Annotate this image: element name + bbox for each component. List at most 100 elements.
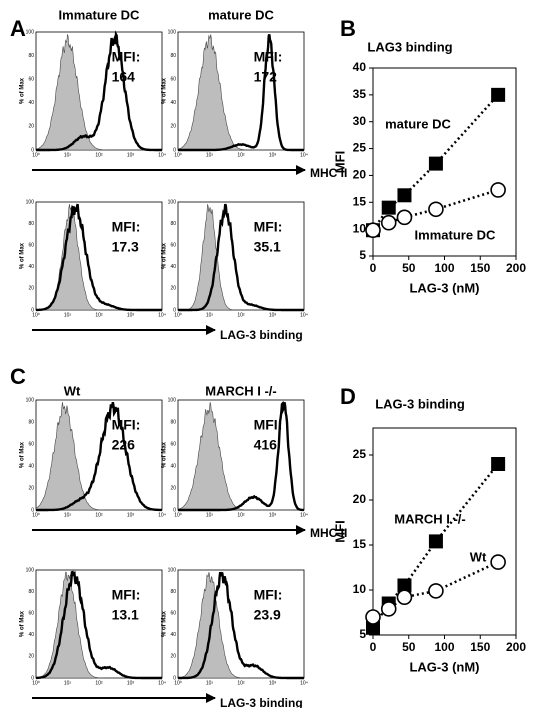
panel-letter: B [340,16,356,41]
histogram-x-tick: 10⁴ [158,512,166,518]
y-tick-label: 10 [353,221,367,235]
histogram-x-tick: 10³ [127,312,135,318]
histogram-y-tick: 20 [170,286,176,292]
marker [428,201,444,218]
histogram-x-tick: 10⁰ [32,680,40,686]
axis-arrow-label: LAG-3 binding [220,696,303,708]
histogram-x-tick: 10¹ [64,512,72,518]
histogram-y-label: % of Max [162,242,168,269]
histogram-y-label: % of Max [20,242,26,269]
histogram-y-tick: 40 [28,463,34,469]
histogram-y-tick: 0 [173,307,176,313]
axis-arrow-label: MHC II [310,526,347,540]
histogram-x-tick: 10² [237,512,245,518]
mfi-value: 172 [254,69,278,85]
histogram-y-tick: 0 [31,507,34,513]
y-tick-label: 35 [353,87,367,101]
histogram-y-tick: 40 [170,264,176,270]
chart-title: LAG3 binding [367,39,452,54]
histogram-x-tick: 10⁰ [174,512,182,518]
histogram-x-tick: 10⁰ [32,312,40,318]
x-axis-label: LAG-3 (nM) [409,280,479,295]
histogram-x-tick: 10¹ [206,680,214,686]
histogram-x-tick: 10⁰ [174,312,182,318]
histogram-y-tick: 80 [170,53,176,59]
histogram-control [177,34,304,151]
marker [396,209,413,226]
series-line [371,463,500,629]
histogram-x-tick: 10¹ [64,680,72,686]
histogram-x-tick: 10⁰ [32,152,40,158]
histogram-y-tick: 40 [170,100,176,106]
histogram-y-tick: 0 [31,307,34,313]
histogram-x-tick: 10⁴ [158,152,166,158]
mfi-value: 23.9 [254,607,281,623]
x-tick-label: 150 [470,640,490,654]
chart-title: LAG-3 binding [375,396,465,411]
histogram-x-tick: 10⁰ [174,680,182,686]
x-axis-label: LAG-3 (nM) [409,659,479,674]
histogram-control [35,34,162,151]
mfi-label: MFI: [254,417,283,433]
mfi-label: MFI: [112,417,141,433]
column-title: Immature DC [59,7,141,22]
y-tick-label: 30 [353,114,367,128]
series-label: MARCH I -/- [394,511,466,526]
histogram-y-tick: 20 [28,654,34,660]
histogram-x-tick: 10³ [269,512,277,518]
histogram-sample [36,30,162,152]
histogram-y-label: % of Max [162,77,168,104]
histogram-sample [178,571,304,680]
marker [381,200,396,215]
marker [365,222,381,239]
histogram-x-tick: 10¹ [64,312,72,318]
histogram-sample [178,203,304,312]
histogram-y-tick: 100 [168,29,177,35]
y-tick-label: 5 [359,248,366,262]
histogram-sample [35,203,162,312]
mfi-label: MFI: [112,49,141,65]
y-tick-label: 20 [353,168,367,182]
y-tick-label: 5 [359,627,366,641]
series-label: Wt [470,549,487,564]
panel-letter: A [10,16,26,41]
y-tick-label: 20 [353,492,367,506]
histogram-x-tick: 10² [95,152,103,158]
histogram-y-tick: 40 [28,632,34,638]
histogram-y-tick: 100 [168,199,177,205]
histogram-y-tick: 0 [173,147,176,153]
column-title: Wt [64,383,81,398]
histogram-x-tick: 10² [237,680,245,686]
histogram-sample [178,33,304,152]
histogram-x-tick: 10³ [269,152,277,158]
marker [397,578,412,593]
mfi-label: MFI: [112,587,141,603]
axis-arrow-label: LAG-3 binding [220,328,303,342]
histogram-y-tick: 60 [170,441,176,447]
histogram-y-tick: 60 [170,611,176,617]
mfi-label: MFI: [254,219,283,235]
histogram-y-label: % of Max [162,610,168,637]
histogram-y-tick: 60 [170,77,176,83]
histogram-x-tick: 10³ [269,680,277,686]
x-tick-label: 50 [402,640,416,654]
mfi-label: MFI: [254,49,283,65]
histogram-y-tick: 40 [170,463,176,469]
histogram-y-tick: 100 [168,397,177,403]
histogram-control [35,402,162,511]
histogram-y-tick: 80 [28,53,34,59]
marker [397,188,412,203]
histogram-x-tick: 10² [95,312,103,318]
marker [380,214,397,231]
histogram-y-tick: 0 [173,675,176,681]
histogram-x-tick: 10⁰ [32,512,40,518]
histogram-y-tick: 60 [170,243,176,249]
histogram-y-tick: 100 [168,567,177,573]
mfi-value: 164 [112,69,136,85]
histogram-x-tick: 10⁰ [174,152,182,158]
histogram-y-tick: 40 [170,632,176,638]
histogram-x-tick: 10¹ [206,152,214,158]
histogram-y-label: % of Max [20,77,26,104]
y-axis-label: MFI [332,520,347,542]
